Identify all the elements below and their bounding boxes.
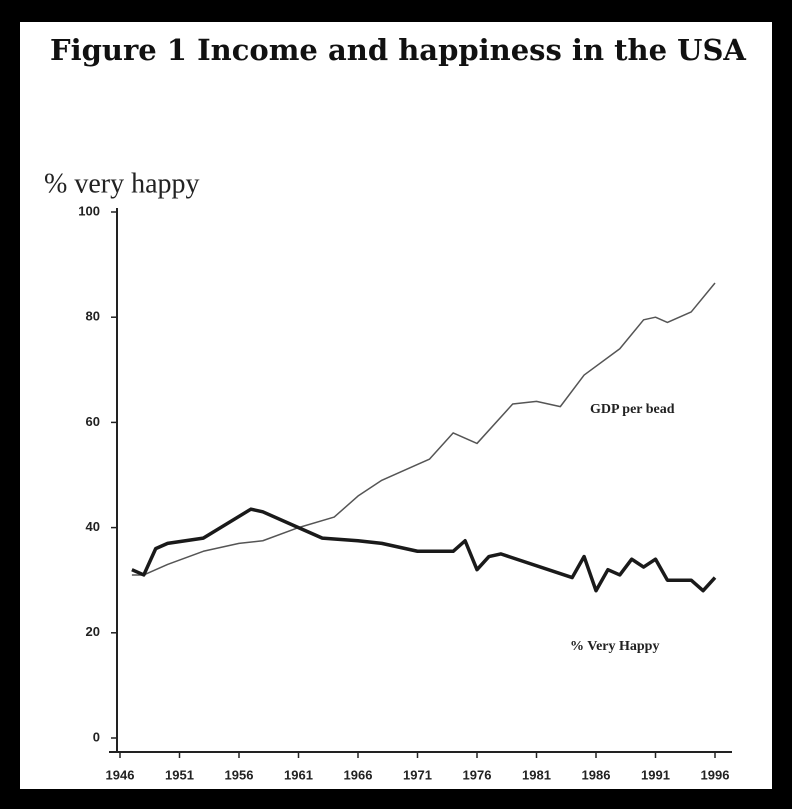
x-tick-label: 1986 xyxy=(582,767,611,782)
x-tick-label: 1971 xyxy=(403,767,432,782)
x-tick-label: 1981 xyxy=(522,767,551,782)
x-tick-label: 1946 xyxy=(106,767,135,782)
y-tick-label: 60 xyxy=(86,414,100,429)
series-label: GDP per bead xyxy=(590,402,675,417)
y-tick-label: 100 xyxy=(78,203,100,218)
x-tick-label: 1996 xyxy=(701,767,730,782)
series-label: % Very Happy xyxy=(570,639,659,654)
x-tick-label: 1956 xyxy=(225,767,254,782)
x-tick-label: 1966 xyxy=(344,767,373,782)
y-tick-label: 40 xyxy=(86,519,100,534)
line xyxy=(131,507,717,593)
chart-title: Figure 1 Income and happiness in the USA xyxy=(50,33,746,67)
line xyxy=(131,282,716,576)
x-tick-label: 1976 xyxy=(463,767,492,782)
x-tick-label: 1991 xyxy=(641,767,670,782)
y-tick-label: 0 xyxy=(93,729,100,744)
y-tick-label: 20 xyxy=(86,624,100,639)
y-axis-label: % very happy xyxy=(44,168,200,199)
y-tick-label: 80 xyxy=(86,309,100,324)
x-tick-label: 1951 xyxy=(165,767,194,782)
panel xyxy=(20,22,772,789)
x-tick-label: 1961 xyxy=(284,767,313,782)
